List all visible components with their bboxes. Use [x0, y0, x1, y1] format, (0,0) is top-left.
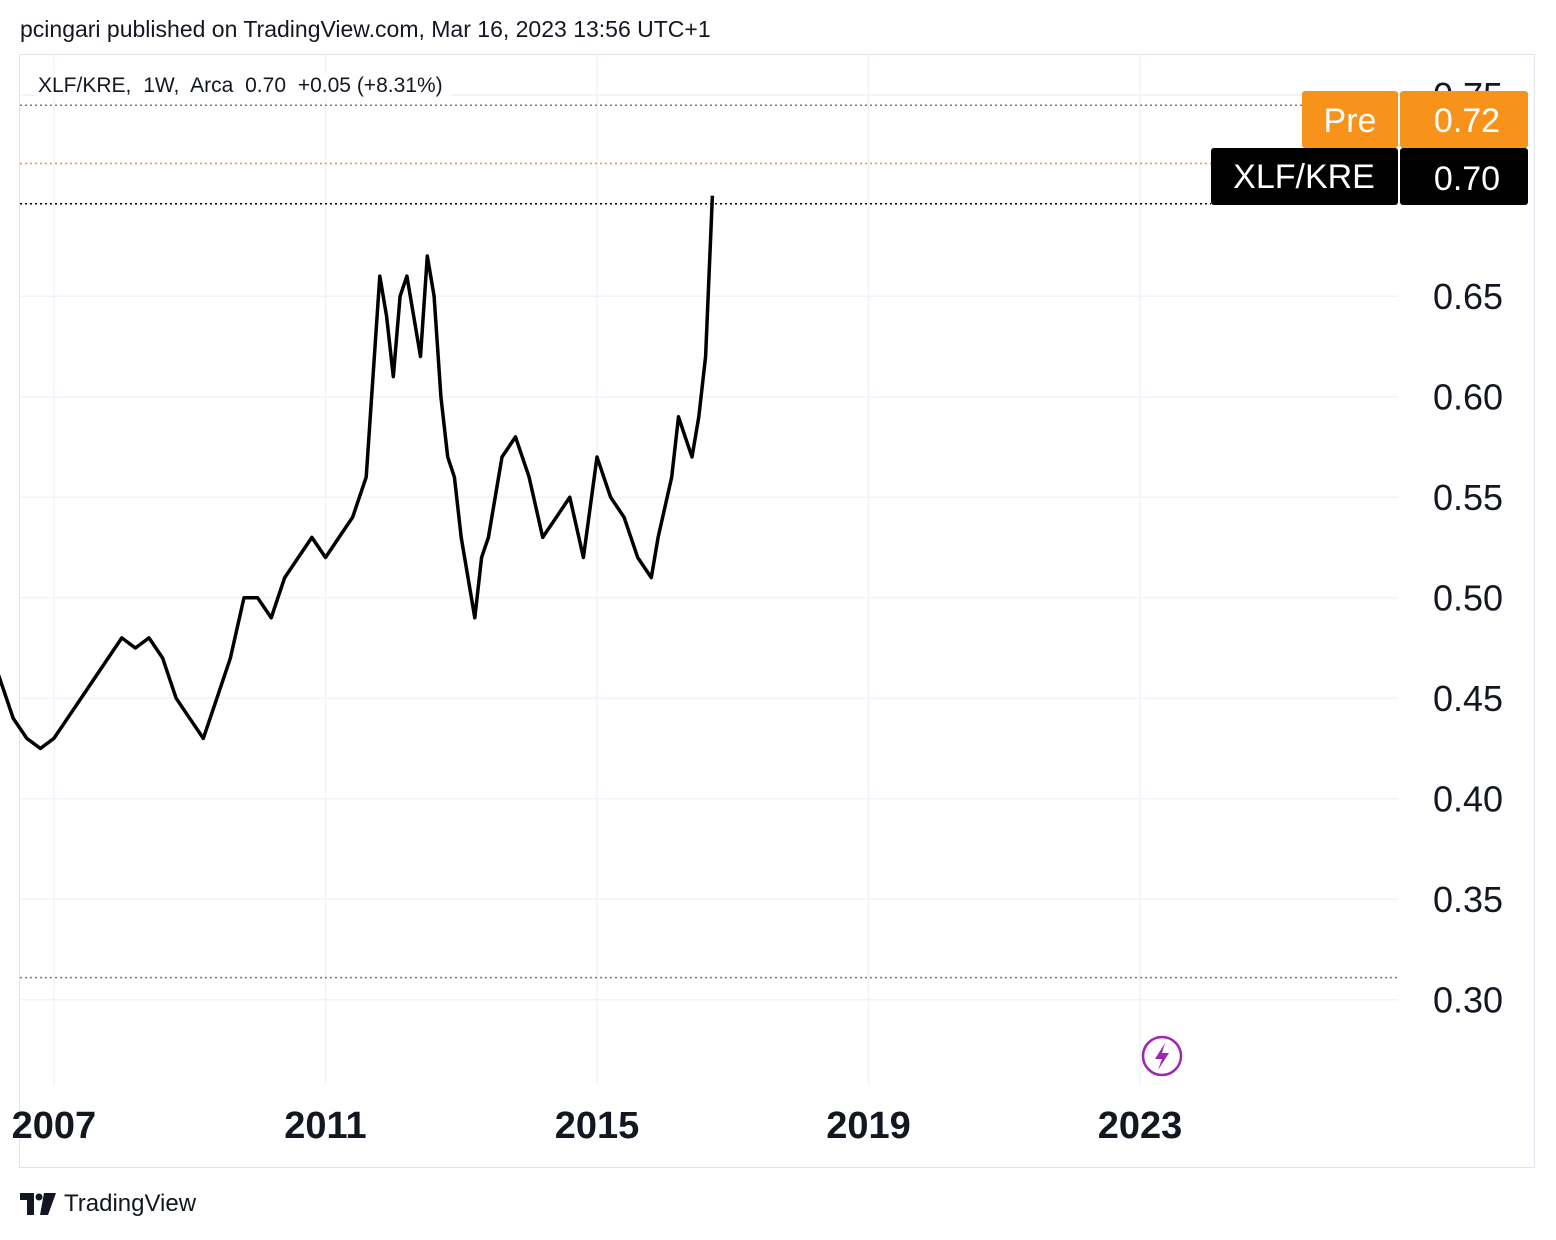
legend-exchange: Arca — [190, 74, 234, 97]
x-tick-label: 2007 — [12, 1105, 97, 1147]
legend-last: 0.70 — [245, 74, 286, 97]
y-tick-label: 0.45 — [1433, 678, 1503, 719]
y-tick-label: 0.30 — [1433, 980, 1503, 1021]
horizontal-markers — [20, 104, 1398, 979]
symbol-legend[interactable]: XLF/KRE, 1W, Arca 0.70 +0.05 (+8.31%) — [36, 74, 451, 98]
last-value-box — [1400, 148, 1528, 205]
pre-value-label: 0.72 — [1434, 102, 1500, 140]
pre-tag-box — [1302, 91, 1398, 148]
series-line-xlf-kre — [0, 195, 715, 751]
symbol-tag-box — [1211, 148, 1398, 205]
x-axis-labels: 2007 2011 2015 2019 2023 — [12, 1105, 1183, 1147]
symbol-tag-label: XLF/KRE — [1233, 158, 1375, 196]
series-layer — [0, 195, 715, 751]
published-byline: pcingari published on TradingView.com, M… — [20, 16, 711, 42]
y-tick-label: 0.65 — [1433, 276, 1503, 317]
tradingview-logo-icon — [20, 1193, 56, 1215]
y-tick-label: 0.50 — [1433, 578, 1503, 619]
pre-value-box — [1400, 91, 1528, 148]
flash-icon[interactable] — [1141, 1035, 1183, 1077]
tradingview-wordmark: TradingView — [64, 1190, 197, 1217]
y-axis-labels: 0.750.650.600.550.500.450.400.350.30 — [1433, 75, 1503, 1021]
legend-interval: 1W, — [143, 74, 180, 97]
y-tick-label: 0.35 — [1433, 879, 1503, 920]
last-price-tag: XLF/KRE 0.70 — [1211, 148, 1528, 205]
pre-price-tag: Pre 0.72 — [1302, 91, 1528, 148]
pre-tag-label: Pre — [1324, 102, 1377, 140]
x-tick-label: 2023 — [1098, 1105, 1183, 1147]
x-tick-label: 2019 — [826, 1105, 911, 1147]
chart-frame — [19, 54, 1535, 1168]
y-tick-label: 0.55 — [1433, 477, 1503, 518]
legend-symbol: XLF/KRE, — [38, 74, 132, 97]
y-tick-label: 0.60 — [1433, 377, 1503, 418]
legend-change: +0.05 (+8.31%) — [297, 74, 443, 97]
tradingview-logo[interactable]: TradingView — [20, 1190, 196, 1218]
x-tick-label: 2011 — [284, 1105, 366, 1147]
y-tick-label: 0.40 — [1433, 779, 1503, 820]
last-value-label: 0.70 — [1434, 160, 1500, 198]
grid-lines — [20, 55, 1398, 1085]
x-tick-label: 2015 — [555, 1105, 640, 1147]
